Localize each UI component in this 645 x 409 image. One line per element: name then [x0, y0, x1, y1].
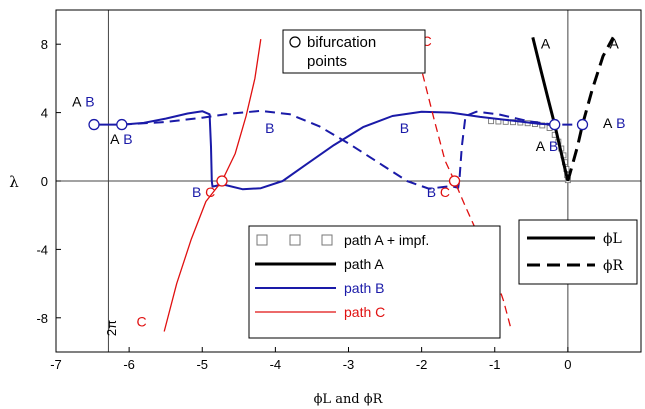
path-b-phi-l-line: [92, 110, 555, 191]
path-a-phi-l-line: [531, 37, 570, 182]
bifurcation-point: [216, 175, 228, 187]
impf-marker: [488, 118, 495, 125]
bifurcation-point: [88, 118, 100, 131]
path-annotation: B: [123, 131, 132, 147]
x-tick-label: -2: [416, 357, 428, 372]
path-annotation: C: [205, 184, 215, 200]
two-pi-label: 2π: [104, 320, 119, 336]
x-tick-label: -4: [270, 357, 282, 372]
legend-impf-markers: [256, 234, 333, 246]
path-a-phi-r-line: [566, 36, 615, 182]
ticks-layer: -7 -6 -5 -4 -3 -2 -1 0 -8 -4 0 4 8: [36, 37, 571, 372]
x-tick-label: 0: [564, 357, 571, 372]
bifurcation-point-icon: [289, 36, 301, 48]
path-annotation: A: [110, 131, 120, 147]
legend-impf-marker: [256, 234, 268, 246]
bifurcation-legend-box: [282, 29, 426, 74]
bifurcation-point: [448, 175, 461, 187]
y-tick-label: 8: [41, 37, 48, 52]
y-tick-label: -4: [36, 242, 48, 257]
x-axis-label: ϕL and ϕR: [314, 392, 384, 407]
path-annotation: A: [603, 115, 613, 131]
y-tick-label: 4: [41, 106, 48, 121]
x-tick-label: -6: [123, 357, 135, 372]
bifurcation-point: [116, 118, 128, 131]
path-annotation: B: [400, 120, 409, 136]
legend-impf-marker: [321, 234, 333, 246]
bifurcation-point: [549, 118, 561, 131]
path-annotation: C: [136, 313, 146, 329]
x-tick-label: -5: [196, 357, 208, 372]
bifurcation-legend-line1: bifurcation: [307, 34, 376, 51]
legend-label-path-c: path C: [344, 304, 385, 320]
path-annotation: A: [610, 35, 620, 51]
legend-label-impf: path A + impf.: [344, 232, 429, 248]
path-annotation: A: [541, 35, 551, 51]
x-tick-label: -3: [343, 357, 355, 372]
path-annotation: A: [72, 94, 82, 110]
path-annotation: B: [85, 94, 94, 110]
legend-label-path-b: path B: [344, 280, 384, 296]
phi-legend-label-r: ϕR: [603, 258, 624, 274]
path-annotation: A: [536, 138, 546, 154]
phi-legend: ϕL ϕR: [518, 219, 638, 285]
path-legend: path A + impf. path A path B path C: [248, 225, 501, 339]
y-axis-label: λ: [9, 173, 19, 191]
bifurcation-point: [576, 118, 589, 131]
phi-legend-box: [518, 219, 638, 285]
impf-marker: [510, 119, 516, 126]
path-annotation: B: [427, 184, 436, 200]
y-tick-label: 0: [41, 174, 48, 189]
path-annotation: B: [616, 115, 625, 131]
bifurcation-legend-line2: points: [307, 53, 347, 70]
legend-impf-marker: [289, 234, 301, 246]
path-b-phi-r-line: [121, 109, 583, 190]
x-tick-label: -7: [50, 357, 62, 372]
legend-label-path-a: path A: [344, 256, 384, 272]
series-layer: [92, 36, 615, 332]
path-annotation: B: [265, 120, 274, 136]
path-annotation: C: [440, 184, 450, 200]
y-tick-label: -8: [36, 311, 48, 326]
bifurcation-legend: bifurcation points: [282, 29, 426, 74]
path-annotation: B: [549, 138, 558, 154]
x-tick-label: -1: [489, 357, 501, 372]
annotation-layer: A BA BB BB C B CCC A AA BA B: [72, 33, 625, 329]
path-annotation: C: [422, 33, 432, 49]
bifurcation-points-layer: [88, 118, 589, 187]
path-annotation: B: [192, 184, 201, 200]
phi-legend-label-l: ϕL: [603, 231, 622, 247]
